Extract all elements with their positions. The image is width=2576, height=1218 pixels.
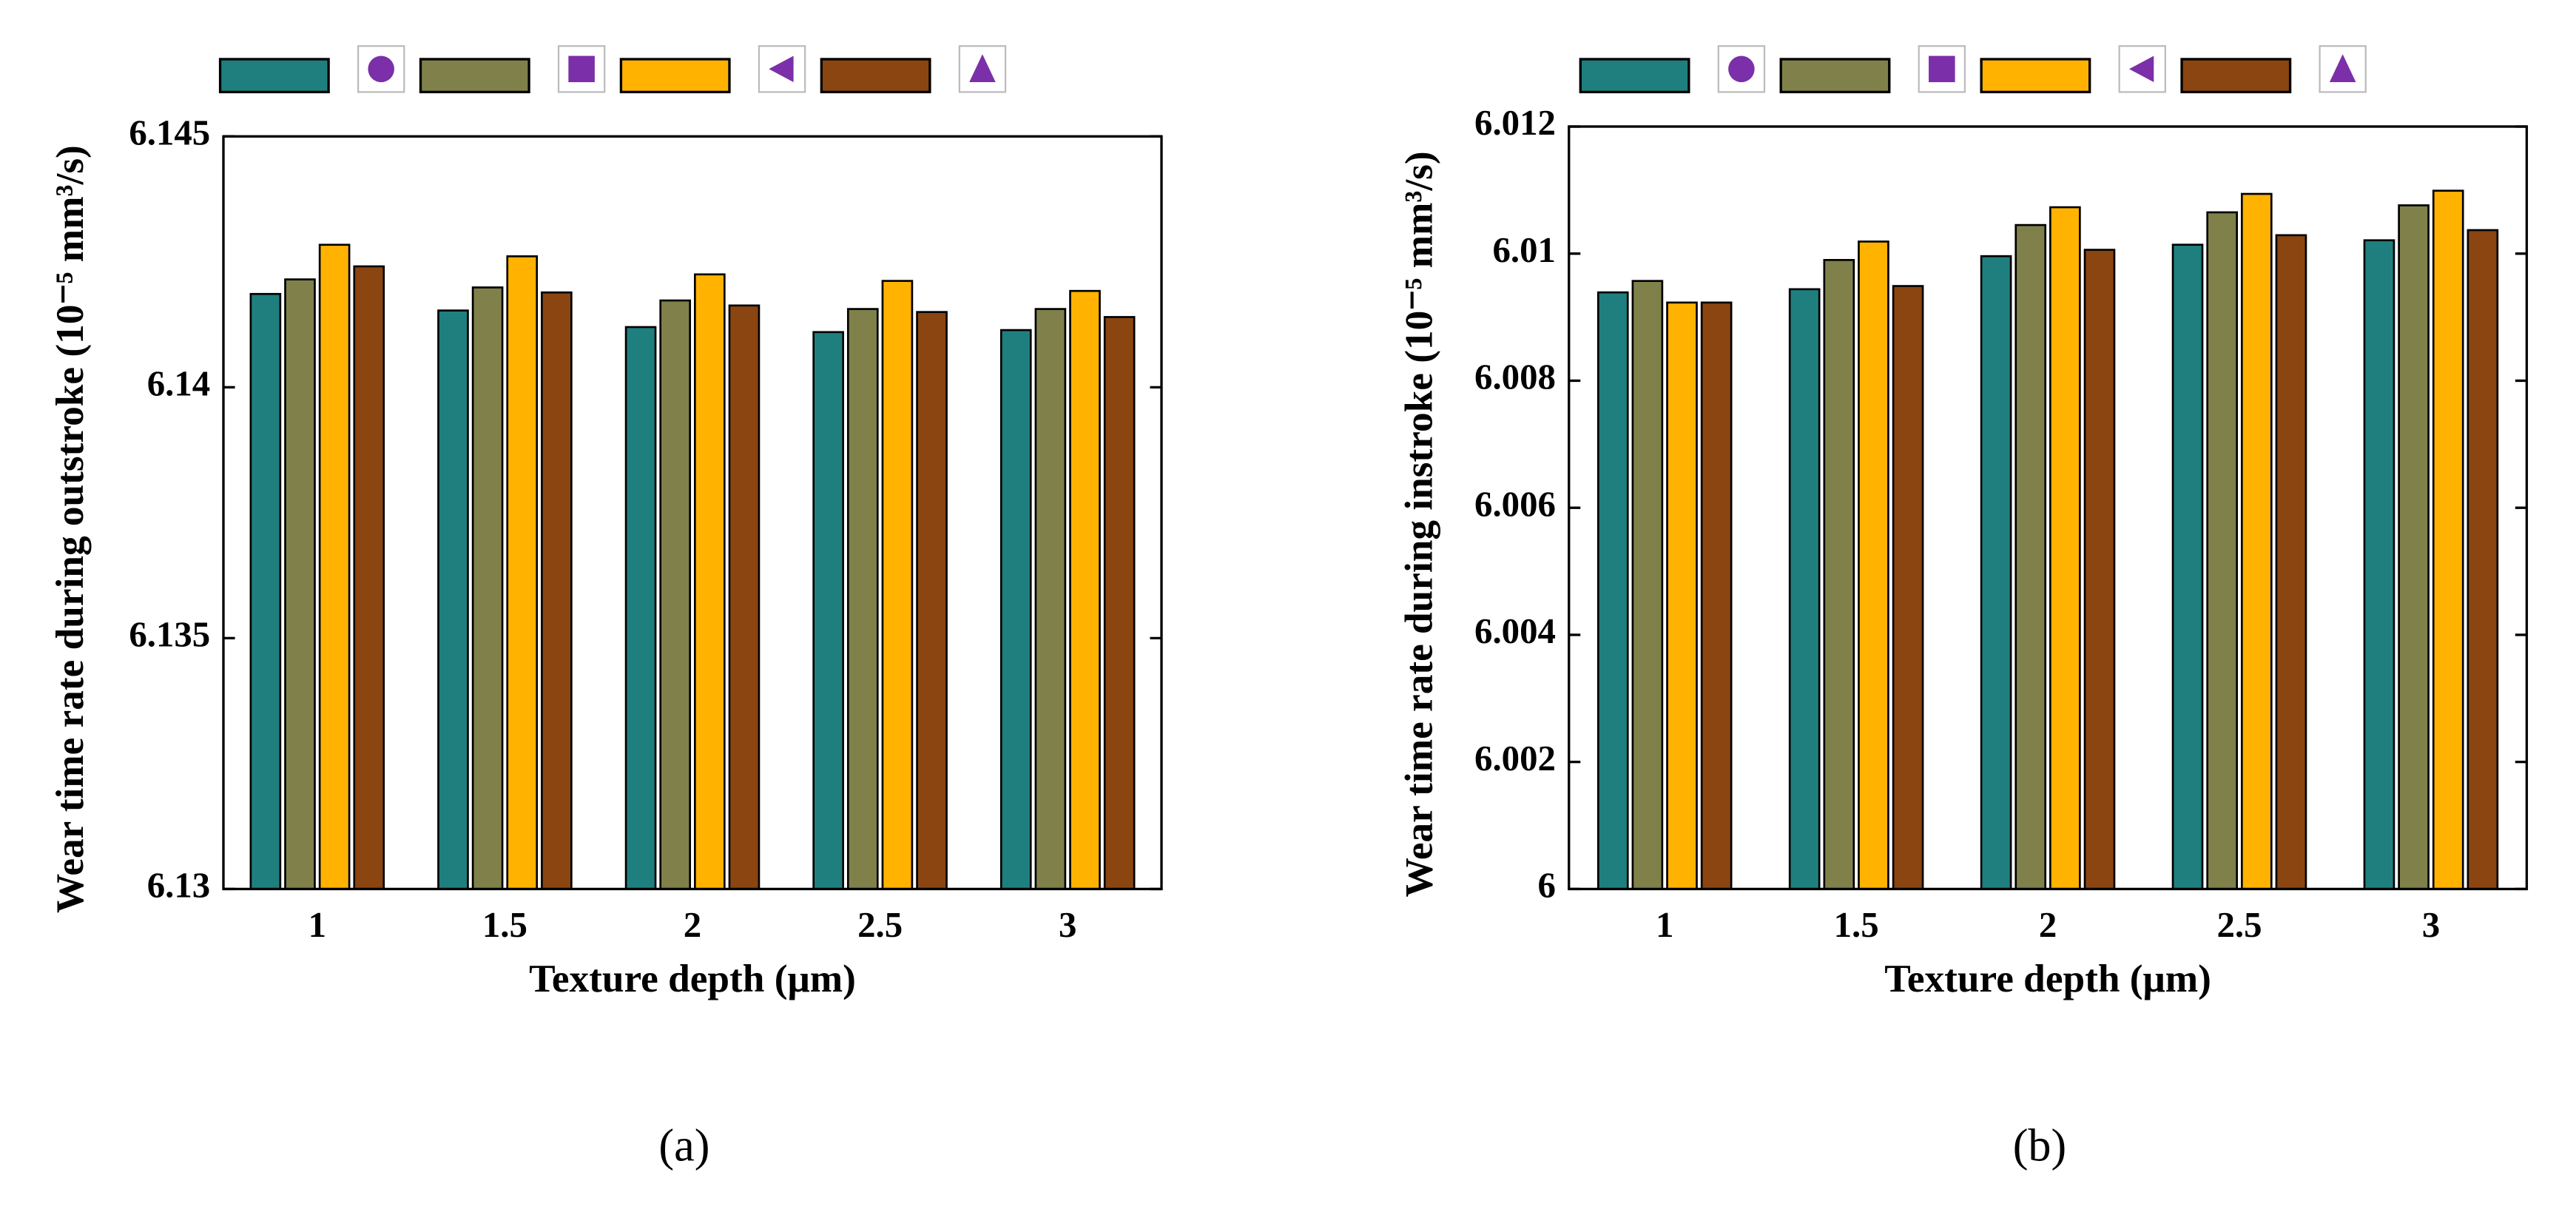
bar [284,278,316,890]
y-axis-label: Wear time rate during instroke (10⁻⁵ mm³… [1397,151,1440,897]
caption: (b) [2013,1121,2066,1171]
legend-marker [1929,55,1955,83]
plot-frame [222,135,1163,891]
bar [318,243,351,890]
bar [1034,308,1067,890]
bar [1858,240,1889,890]
y-tick-label: 6.135 [129,614,210,655]
y-tick-label: 6.14 [147,363,210,404]
bar [881,280,914,890]
x-tick-label: 2 [2039,904,2057,945]
legend-swatch [820,58,931,94]
bar [1069,289,1101,890]
x-tick-label: 1.5 [1834,904,1879,945]
x-axis-label: Texture depth (μm) [1884,957,2211,1000]
bar [1666,301,1698,890]
y-tick-label: 6.004 [1474,610,1556,651]
chart: 6 6.002 6.004 6.006 6.008 6.01 6.012 1 1.5 2 2.5 3 T… [1397,45,2529,1171]
bar [916,311,948,890]
legend-marker-box [357,45,405,93]
y-tick-label: 6.13 [147,865,210,906]
legend-marker [368,55,394,83]
legend-marker [2128,55,2154,83]
x-tick-label: 2.5 [2216,904,2262,945]
bar [659,299,692,890]
bar [999,329,1032,890]
bar [2398,204,2430,890]
bar [846,308,879,890]
x-axis-label: Texture depth (μm) [529,957,856,1000]
bar [2014,223,2047,890]
legend-marker [969,54,996,83]
bar [2275,234,2307,890]
bar [624,326,657,890]
y-tick-label: 6.008 [1474,357,1556,397]
x-tick-label: 1.5 [482,904,527,945]
legend-swatch [218,58,330,94]
bar [2432,189,2464,890]
y-tick-label: 6.002 [1474,738,1556,778]
bar [1788,288,1821,890]
legend-swatch [1779,58,1891,94]
legend-swatch [1980,58,2091,94]
bar [437,309,469,890]
bar [728,304,761,890]
x-tick-label: 1 [308,904,326,945]
x-tick-label: 3 [2422,904,2440,945]
bar [2467,229,2499,890]
bar [2363,239,2395,890]
y-tick-label: 6 [1538,865,1556,906]
bar [812,331,844,890]
bar [2049,206,2081,890]
y-tick-label: 6.012 [1474,102,1556,143]
bar [249,292,282,890]
bar [1103,316,1136,890]
bar [1631,280,1664,890]
legend-swatch [1579,58,1690,94]
legend-marker [2329,54,2356,83]
legend-swatch [619,58,731,94]
legend-marker [769,55,794,83]
y-axis-label: Wear time rate during outstroke (10⁻⁵ mm… [48,145,92,913]
bar [2240,192,2273,890]
bar [1823,258,1855,890]
bar [2083,249,2116,890]
bar [1980,255,2012,890]
bar [2171,243,2204,890]
x-tick-label: 2.5 [857,904,903,945]
x-tick-label: 2 [684,904,701,945]
y-tick-label: 6.006 [1474,483,1556,524]
bar [541,291,573,890]
y-tick-label: 6.01 [1492,229,1555,270]
y-tick-label: 6.145 [129,112,210,153]
bar [694,273,726,890]
bar [1700,301,1733,890]
x-tick-label: 3 [1059,904,1076,945]
bar [2206,211,2238,890]
x-tick-label: 1 [1656,904,1673,945]
legend-swatch [2180,58,2292,94]
legend-marker [568,55,595,83]
caption: (a) [658,1121,709,1171]
bar [506,255,539,890]
bar [1596,291,1629,890]
legend-swatch [419,58,530,94]
bar [471,286,504,890]
bar [1892,285,1924,890]
chart: 6.13 6.135 6.14 6.145 1 1.5 2 2.5 3 Texture depth… [48,45,1163,1171]
legend-marker [1728,55,1755,83]
bar [353,265,385,890]
